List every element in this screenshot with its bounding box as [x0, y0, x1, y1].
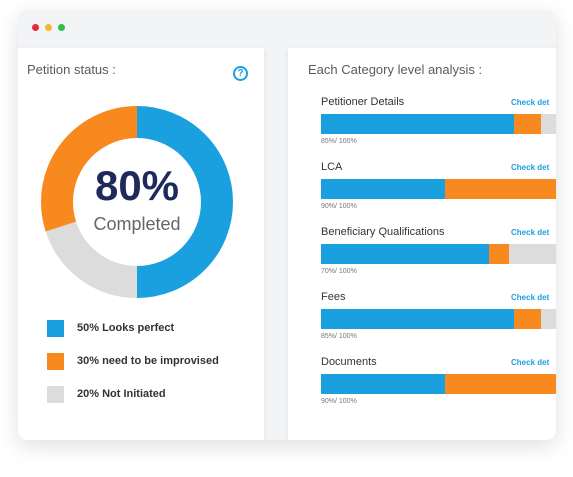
perfect-segment	[321, 179, 445, 199]
improvise-segment	[444, 179, 556, 199]
category-row-petitioner-details: Petitioner Details Check det 85%/ 100%	[321, 96, 556, 156]
category-progress-bar	[321, 309, 556, 329]
category-name: Fees	[321, 291, 346, 303]
category-progress-bar	[321, 179, 556, 199]
category-row-fees: Fees Check det 85%/ 100%	[321, 291, 556, 351]
category-row-documents: Documents Check det 90%/ 100%	[321, 356, 556, 416]
help-icon[interactable]: ?	[233, 66, 248, 81]
legend-swatch-blue	[47, 320, 64, 337]
petition-status-panel: Petition status : ? 80% Completed 50% Lo…	[18, 48, 264, 440]
check-details-link[interactable]: Check det	[511, 98, 550, 107]
category-progress-bar	[321, 244, 556, 264]
category-row-beneficiary-qualifications: Beneficiary Qualifications Check det 70%…	[321, 226, 556, 286]
category-name: LCA	[321, 161, 343, 173]
category-name: Beneficiary Qualifications	[321, 226, 445, 238]
legend-label: 50% Looks perfect	[77, 322, 175, 334]
check-details-link[interactable]: Check det	[511, 228, 550, 237]
category-name: Petitioner Details	[321, 96, 405, 108]
minimize-window-dot[interactable]	[45, 24, 52, 31]
category-analysis-panel: Each Category level analysis : Petitione…	[288, 48, 556, 440]
progress-caption: 85%/ 100%	[321, 138, 357, 145]
donut-center: 80% Completed	[39, 104, 235, 300]
category-analysis-title: Each Category level analysis :	[308, 62, 483, 77]
donut-segment-improvise	[41, 106, 233, 298]
legend-label: 20% Not Initiated	[77, 388, 166, 400]
progress-caption: 85%/ 100%	[321, 333, 357, 340]
completion-label: Completed	[93, 214, 181, 234]
maximize-window-dot[interactable]	[58, 24, 65, 31]
progress-caption: 90%/ 100%	[321, 398, 357, 405]
legend-swatch-gray	[47, 386, 64, 403]
improvise-segment	[513, 309, 541, 329]
perfect-segment	[321, 244, 489, 264]
check-details-link[interactable]: Check det	[511, 358, 550, 367]
category-name: Documents	[321, 356, 377, 368]
perfect-segment	[321, 309, 514, 329]
improvise-segment	[488, 244, 509, 264]
app-window: Petition status : ? 80% Completed 50% Lo…	[18, 10, 556, 440]
category-progress-bar	[321, 374, 556, 394]
completion-donut-chart	[41, 106, 233, 298]
window-titlebar	[18, 10, 556, 48]
legend-label: 30% need to be improvised	[77, 355, 219, 367]
improvise-segment	[444, 374, 556, 394]
check-details-link[interactable]: Check det	[511, 293, 550, 302]
improvise-segment	[513, 114, 541, 134]
petition-status-title: Petition status :	[27, 62, 116, 77]
category-row-lca: LCA Check det 90%/ 100%	[321, 161, 556, 221]
perfect-segment	[321, 374, 445, 394]
progress-caption: 90%/ 100%	[321, 203, 357, 210]
close-window-dot[interactable]	[32, 24, 39, 31]
progress-caption: 70%/ 100%	[321, 268, 357, 275]
category-progress-bar	[321, 114, 556, 134]
check-details-link[interactable]: Check det	[511, 163, 550, 172]
completion-percentage: 80%	[94, 162, 180, 209]
perfect-segment	[321, 114, 514, 134]
legend-swatch-orange	[47, 353, 64, 370]
